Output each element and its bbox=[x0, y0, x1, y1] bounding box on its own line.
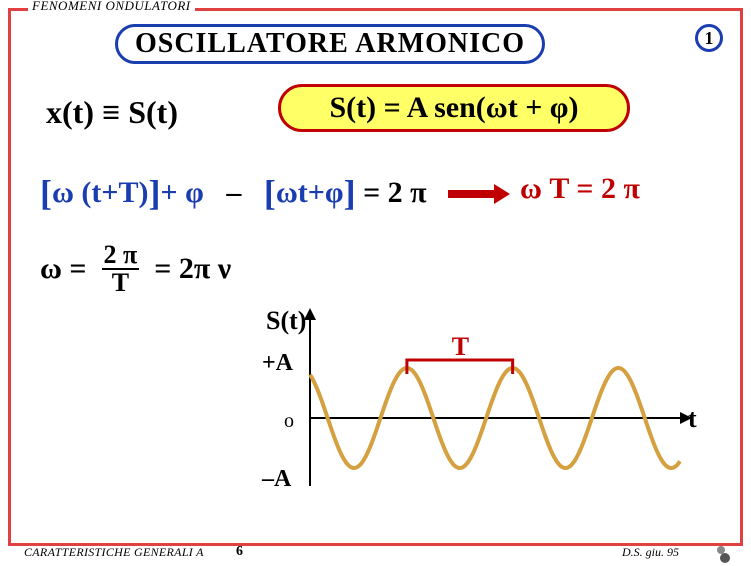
sine-plot bbox=[230, 308, 710, 508]
main-formula: S(t) = A sen(ωt + φ) bbox=[278, 84, 630, 132]
page-number-badge: 1 bbox=[695, 24, 723, 52]
page-number: 1 bbox=[705, 28, 714, 49]
denominator: T bbox=[102, 270, 140, 296]
origin-label: o bbox=[284, 410, 294, 433]
y-axis-label: S(t) bbox=[266, 306, 306, 336]
omega-prefix: ω = bbox=[40, 252, 87, 285]
period-label: T bbox=[452, 332, 469, 362]
implication-arrow bbox=[448, 180, 510, 208]
equation-identity: x(t) ≡ S(t) bbox=[46, 94, 178, 131]
x-axis-label: t bbox=[688, 404, 697, 434]
title-text: OSCILLATORE ARMONICO bbox=[135, 28, 525, 60]
result-equation: ω T = 2 π bbox=[520, 172, 640, 206]
omega-equation: ω = 2 π T = 2π ν bbox=[40, 244, 231, 298]
fraction: 2 π T bbox=[102, 242, 140, 296]
sine-chart: S(t) T +A o –A t bbox=[230, 308, 710, 508]
omega-suffix: = 2π ν bbox=[154, 252, 231, 285]
plus-amplitude-label: +A bbox=[262, 350, 293, 377]
slide-title: OSCILLATORE ARMONICO bbox=[115, 24, 545, 64]
minus-amplitude-label: –A bbox=[262, 466, 291, 493]
formula-text: S(t) = A sen(ωt + φ) bbox=[330, 91, 579, 125]
footer-right-text: D.S. giu. 95 bbox=[622, 545, 679, 560]
footer-dots-icon bbox=[707, 544, 731, 564]
footer-page-number: 6 bbox=[236, 544, 243, 560]
fieldset-legend: FENOMENI ONDULATORI bbox=[28, 0, 195, 14]
numerator: 2 π bbox=[102, 242, 140, 270]
phase-equation: [ω (t+T)]+ φ – [ωt+φ] = 2 π bbox=[40, 172, 427, 214]
footer-left-text: CARATTERISTICHE GENERALI A bbox=[24, 545, 204, 560]
